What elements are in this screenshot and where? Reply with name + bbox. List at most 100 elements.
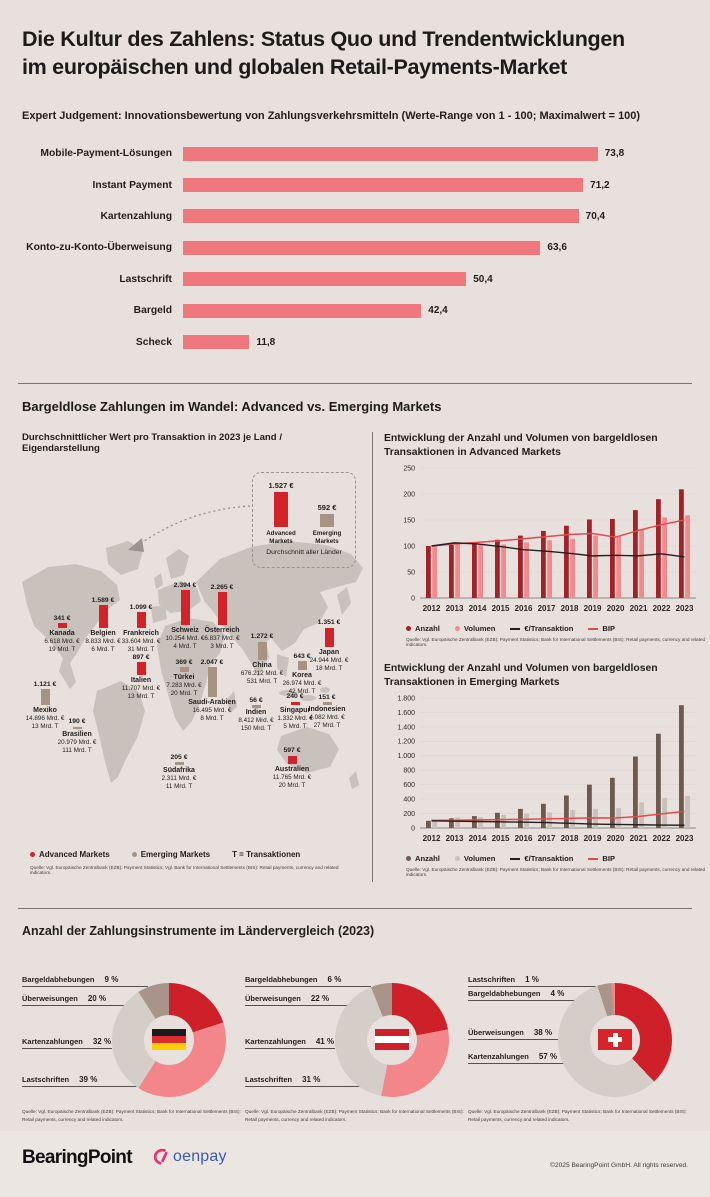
svg-text:2023: 2023 xyxy=(676,604,694,613)
legend-item-volumen: Volumen xyxy=(454,624,495,633)
page-title-line1: Die Kultur des Zahlens: Status Quo und T… xyxy=(22,27,625,51)
country-value: 1.272 € xyxy=(250,633,274,641)
donut-callout: Überweisungen 22 % xyxy=(245,994,385,1006)
expert-bar xyxy=(183,209,579,224)
emerging-avg-label: Emerging Markets xyxy=(312,530,342,545)
map-legend-row: Advanced Markets Emerging Markets T = Tr… xyxy=(30,850,300,859)
map-country-marker: 369 € Türkei 7.283 Mrd. €20 Mrd. T xyxy=(144,659,224,699)
expert-bar-row: Konto-zu-Konto-Überweisung 63,6 xyxy=(22,232,692,263)
expert-bar-label: Instant Payment xyxy=(92,179,172,191)
country-value: 897 € xyxy=(132,653,150,661)
country-name: Frankreich xyxy=(123,629,159,637)
map-subtitle: Durchschnittlicher Wert pro Transaktion … xyxy=(22,432,282,454)
emerging-avg-value: 592 € xyxy=(317,503,337,512)
flag-de-icon xyxy=(152,1029,186,1050)
donut-callout: Bargeldabhebungen 6 % xyxy=(245,975,371,987)
donut-callout-percent: 9 % xyxy=(104,975,119,984)
country-volume: 6.618 Mrd. € xyxy=(44,638,80,646)
expert-bar-value: 63,6 xyxy=(547,242,567,254)
expert-bar-label: Lastschrift xyxy=(119,273,172,285)
instruments-section-heading: Anzahl der Zahlungsinstrumente im Länder… xyxy=(22,924,375,938)
svg-text:2013: 2013 xyxy=(446,834,464,843)
dashed-arrow xyxy=(128,505,251,552)
country-value: 597 € xyxy=(283,747,301,755)
flag-stripe xyxy=(152,1043,186,1050)
country-transactions: 111 Mrd. T xyxy=(62,747,92,755)
expert-bar xyxy=(183,178,584,193)
country-transactions: 6 Mrd. T xyxy=(91,646,115,654)
donut-callout-label: Bargeldabhebungen xyxy=(245,975,318,984)
country-bar xyxy=(257,641,267,661)
country-name: Indien xyxy=(245,709,267,716)
svg-text:800: 800 xyxy=(403,768,415,775)
country-value: 2.265 € xyxy=(210,583,234,591)
donut-callout-label: Bargeldabhebungen xyxy=(468,989,541,998)
donut-callout-label: Kartenzahlungen xyxy=(468,1052,529,1061)
legend-emerging-markets: Emerging Markets xyxy=(131,850,210,859)
country-volume: 10.254 Mrd. € xyxy=(165,635,205,643)
country-transactions: 19 Mrd. T xyxy=(48,646,76,654)
expert-bar xyxy=(183,303,422,318)
section-divider xyxy=(18,383,692,384)
country-volume: 1.332 Mrd. € xyxy=(277,715,313,723)
legend-item-bip: BIP xyxy=(588,854,615,863)
country-transactions: 31 Mrd. T xyxy=(127,646,155,654)
copyright-text: ©2025 BearingPoint GmbH. All rights rese… xyxy=(550,1162,688,1169)
map-country-marker: 643 € Korea 26.974 Mrd. €42 Mrd. T xyxy=(262,653,342,697)
donut-callout-percent: 31 % xyxy=(302,1075,321,1084)
svg-text:2021: 2021 xyxy=(630,834,648,843)
country-name: Kanada xyxy=(49,629,75,637)
donut-callout-percent: 57 % xyxy=(538,1052,558,1061)
donut-callout-label: Lastschriften xyxy=(22,1075,70,1084)
expert-bar xyxy=(183,272,467,287)
country-value: 643 € xyxy=(293,652,311,660)
svg-text:1.200: 1.200 xyxy=(397,739,415,746)
country-transactions: 20 Mrd. T xyxy=(170,690,198,698)
map-country-marker: 2.394 € Schweiz 10.254 Mrd. €4 Mrd. T xyxy=(145,582,225,651)
expert-bar-value: 50,4 xyxy=(473,273,493,285)
map-country-marker: 240 € Singapur 1.332 Mrd. €5 Mrd. T xyxy=(255,693,335,731)
donut-callout: Bargeldabhebungen 4 % xyxy=(468,989,588,1001)
country-bar xyxy=(322,702,332,705)
country-transactions: 42 Mrd. T xyxy=(288,688,316,696)
country-value: 1.589 € xyxy=(91,596,115,604)
donut-chart xyxy=(558,983,672,1097)
expert-bar-value: 42,4 xyxy=(428,305,448,317)
legend-dot-icon xyxy=(406,626,411,632)
svg-text:150: 150 xyxy=(403,517,415,524)
donut-callout-label: Lastschriften xyxy=(245,1075,293,1084)
donut-callout-percent: 39 % xyxy=(79,1075,98,1084)
country-volume: 11.765 Mrd. € xyxy=(272,774,312,782)
expert-bar xyxy=(183,335,250,350)
donut-source: Quelle: Vgl. Europäische Zentralbank (EZ… xyxy=(468,1108,687,1123)
svg-text:2019: 2019 xyxy=(584,604,602,613)
expert-bar-row: Mobile-Payment-Lösungen 73,8 xyxy=(22,138,692,169)
donut-callout-percent: 1 % xyxy=(525,975,539,984)
country-bar xyxy=(136,662,146,676)
donut-callout-label: Lastschriften xyxy=(468,975,516,984)
svg-text:2023: 2023 xyxy=(676,834,694,843)
map-country-marker: 1.099 € Frankreich 33.604 Mrd. €31 Mrd. T xyxy=(101,604,181,654)
legend-dot-icon xyxy=(454,626,460,632)
country-transactions: 5 Mrd. T xyxy=(283,723,307,731)
country-transactions: 13 Mrd. T xyxy=(127,693,155,701)
country-name: China xyxy=(252,661,272,669)
country-value: 240 € xyxy=(286,693,304,701)
donut-source-line2: Retail payments, currency and related in… xyxy=(22,1116,124,1122)
country-bar xyxy=(57,623,67,629)
country-transactions: 27 Mrd. T xyxy=(313,722,341,730)
legend-item-transaktion: €/Transaktion xyxy=(510,854,573,863)
country-volume: 33.604 Mrd. € xyxy=(121,638,161,646)
country-value: 1.351 € xyxy=(317,619,341,627)
legend-dot-icon xyxy=(406,856,411,862)
country-volume: 26.974 Mrd. € xyxy=(282,680,322,688)
map-country-marker: 190 € Brasilien 20.979 Mrd. €111 Mrd. T xyxy=(37,718,117,755)
donut-source: Quelle: Vgl. Europäische Zentralbank (EZ… xyxy=(22,1108,241,1123)
country-transactions: 4 Mrd. T xyxy=(173,643,197,651)
svg-text:2021: 2021 xyxy=(630,604,648,613)
country-transactions: 11 Mrd. T xyxy=(165,783,193,791)
donut-source-line1: Quelle: Vgl. Europäische Zentralbank (EZ… xyxy=(468,1109,687,1114)
donut-group-at: Bargeldabhebungen 6 % Überweisungen 22 % Kar… xyxy=(245,962,467,1157)
legend-box-caption: Durchschnitt aller Länder xyxy=(266,549,342,556)
